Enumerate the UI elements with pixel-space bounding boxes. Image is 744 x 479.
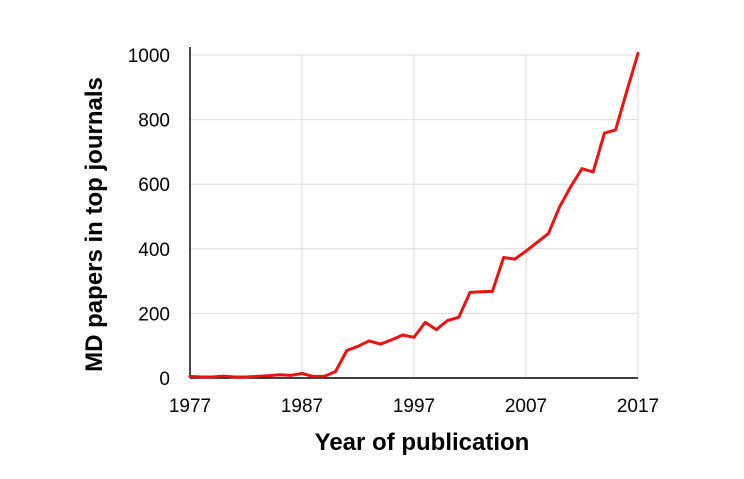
data-point [300,372,304,375]
data-point [457,315,461,319]
data-point [580,167,584,170]
data-point [278,373,281,377]
data-point [356,345,360,348]
data-point [334,370,337,373]
data-point [603,131,606,135]
y-tick-label: 800 [138,111,170,132]
data-point [233,375,237,379]
y-tick-label: 600 [138,175,170,196]
data-point [323,375,326,378]
data-point [222,374,225,378]
data-point [625,89,629,93]
axes [189,47,638,379]
y-axis-label: MD papers in top journals [81,77,108,372]
data-point [569,185,573,188]
data-point [502,256,505,259]
x-axis-label: Year of publication [315,429,530,456]
gridlines [190,54,639,378]
data-point [468,291,472,294]
data-point [401,333,405,337]
data-point [345,349,349,352]
data-point [367,339,371,343]
data-point [591,170,595,174]
data-point [636,52,640,55]
data-point [535,241,539,244]
data-point [188,375,192,378]
x-tick-label: 2017 [617,396,659,417]
data-point [255,375,259,378]
series-layer [188,51,640,379]
x-tick-label: 1997 [393,396,435,417]
data-point [423,321,427,324]
data-point [379,342,382,346]
y-tick-label: 1000 [128,46,170,67]
data-point [446,319,449,322]
y-tick-label: 200 [138,304,170,325]
data-point [289,374,293,377]
data-point [199,375,203,379]
data-point [547,232,550,235]
x-tick-label: 1987 [281,396,323,417]
data-point [513,257,517,261]
data-point [211,375,214,379]
x-tick-label: 1977 [169,396,211,417]
data-point [524,249,528,253]
tick-labels: 0 200 400 600 800 1000 1977 1987 1997 2007 2017 [128,46,659,417]
data-point [614,128,617,132]
data-point [435,328,438,331]
data-point [479,290,483,294]
data-point [412,336,416,339]
data-point [244,375,248,379]
data-point [491,290,494,293]
x-tick-label: 2007 [505,396,547,417]
data-point [558,205,561,209]
y-tick-label: 400 [138,240,170,261]
data-point [390,338,393,342]
data-point [311,375,315,378]
y-tick-label: 0 [159,369,170,390]
data-point [267,374,270,378]
